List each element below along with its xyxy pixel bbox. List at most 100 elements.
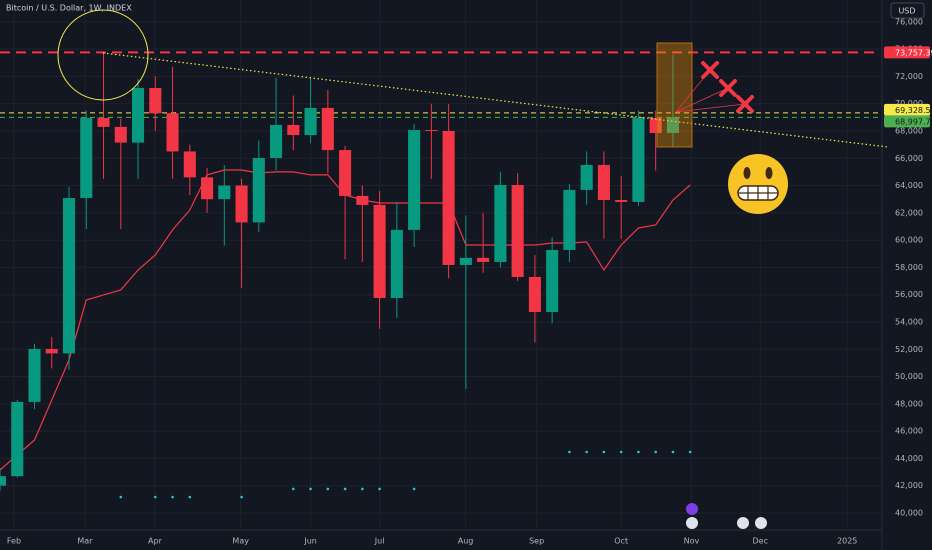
x-tick-label: Feb — [7, 537, 21, 546]
y-tick-label: 50,000 — [895, 372, 923, 381]
candle-body — [356, 195, 369, 205]
candle-body — [408, 130, 421, 230]
indicator-dot — [240, 495, 243, 499]
y-tick-label: 52,000 — [895, 345, 923, 354]
x-tick-label: Jun — [303, 537, 317, 546]
price-label: 73,757.39 — [895, 48, 932, 57]
candle-body — [80, 118, 93, 198]
y-tick-label: 58,000 — [895, 263, 923, 272]
x-tick-label: Oct — [614, 537, 628, 546]
candle-body — [201, 177, 214, 200]
candle-body — [632, 118, 645, 202]
indicator-dot — [326, 487, 330, 491]
candle-body — [132, 88, 145, 143]
candle-body — [28, 348, 41, 402]
x-tick-label: Aug — [458, 537, 474, 546]
x-tick-label: Nov — [684, 537, 700, 546]
indicator-dot — [292, 487, 295, 491]
indicator-dot — [361, 487, 364, 491]
x-tick-label: 2025 — [837, 537, 857, 546]
event-icon — [737, 517, 749, 529]
emoji-face — [728, 154, 788, 214]
candle-body — [459, 257, 472, 265]
chart-title: Bitcoin / U.S. Dollar, 1W, INDEX — [6, 4, 132, 13]
price-label-box — [884, 46, 930, 59]
event-icon — [686, 503, 698, 515]
candle-body — [166, 113, 179, 152]
price-label: 68,997.75 — [895, 117, 932, 126]
cross-mark — [719, 79, 737, 97]
indicator-dot — [412, 487, 416, 491]
axes: 40,000 42,000 44,000 46,000 48,000 50,000 52,0… — [7, 17, 932, 545]
y-tick-label: 72,000 — [895, 72, 923, 81]
x-tick-label: May — [232, 537, 249, 546]
plot — [0, 51, 880, 499]
projection-line — [675, 87, 729, 113]
indicator-dot — [585, 450, 588, 454]
emoji-eye — [743, 167, 751, 179]
y-tick-label: 62,000 — [895, 208, 923, 217]
candle-body — [649, 118, 662, 134]
highlight-circle — [57, 9, 149, 101]
indicator-dot — [378, 487, 381, 491]
emoji-teeth-lines — [738, 186, 778, 200]
candle-body — [270, 124, 283, 158]
candle-body — [425, 130, 438, 132]
indicator-dot — [619, 450, 623, 454]
price-label-box — [884, 115, 930, 128]
candle-body — [97, 118, 110, 127]
y-tick-label: 76,000 — [895, 17, 923, 26]
y-tick-label: 56,000 — [895, 290, 923, 299]
y-tick-label: 46,000 — [895, 427, 923, 436]
candle-body — [511, 185, 524, 277]
y-tick-label: 60,000 — [895, 236, 923, 245]
candle-body — [494, 185, 507, 262]
projection-line — [675, 103, 746, 113]
x-tick-label: Jul — [374, 537, 385, 546]
candle-body — [321, 107, 334, 151]
x-tick-label: Mar — [77, 537, 93, 546]
cross-mark — [736, 95, 754, 113]
grimace-emoji — [728, 154, 788, 214]
candle-body — [528, 276, 541, 313]
event-icon — [686, 517, 698, 529]
candle-body — [45, 348, 58, 354]
candle-body — [373, 204, 386, 298]
currency-button[interactable] — [890, 2, 925, 19]
y-tick-label: 64,000 — [895, 181, 923, 190]
highlight-box — [656, 42, 693, 148]
x-tick-label: Sep — [529, 537, 544, 546]
candle-body — [0, 476, 7, 486]
event-icon — [755, 517, 767, 529]
x-tick-label: Dec — [753, 537, 768, 546]
y-tick-label: 48,000 — [895, 399, 923, 408]
indicator-dot — [153, 495, 157, 499]
indicator-dot — [188, 495, 192, 499]
candle-body — [149, 88, 162, 114]
indicator-dot — [568, 450, 571, 454]
indicator-dot — [688, 450, 692, 454]
candle-body — [390, 229, 403, 298]
candle-body — [218, 185, 231, 200]
indicator-dot — [637, 450, 640, 454]
emoji-eye — [765, 167, 773, 179]
candle-body — [563, 189, 576, 250]
indicator-dot — [654, 450, 657, 454]
y-tick-label: 40,000 — [895, 508, 923, 517]
candle-body — [597, 164, 610, 201]
price-label-box — [884, 103, 930, 116]
candle-body — [62, 197, 76, 354]
candle-body — [339, 150, 352, 196]
candle-body — [615, 200, 628, 202]
y-tick-label: 70,000 — [895, 99, 923, 108]
indicator-dot — [309, 487, 312, 491]
candle-body — [304, 107, 317, 136]
currency-label[interactable]: USD — [898, 7, 915, 16]
cross-marks — [701, 61, 754, 113]
candle-body — [442, 130, 455, 265]
x-tick-label: Apr — [148, 537, 163, 546]
indicator-dot — [119, 495, 123, 499]
y-tick-label: 68,000 — [895, 126, 923, 135]
